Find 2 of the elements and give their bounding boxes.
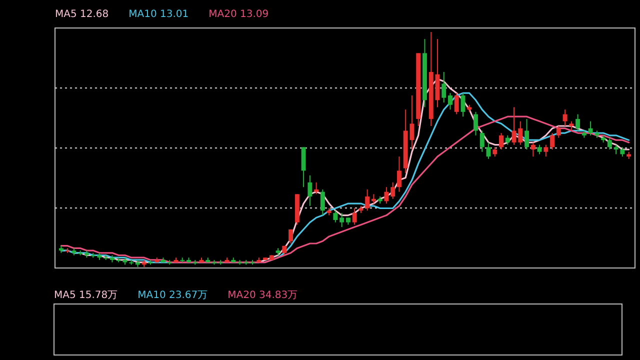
legend: MA5 15.78万 MA10 23.67万 MA20 34.83万 xyxy=(54,290,298,301)
legend: MA5 12.68 MA10 13.01 MA20 13.09 xyxy=(55,9,269,20)
